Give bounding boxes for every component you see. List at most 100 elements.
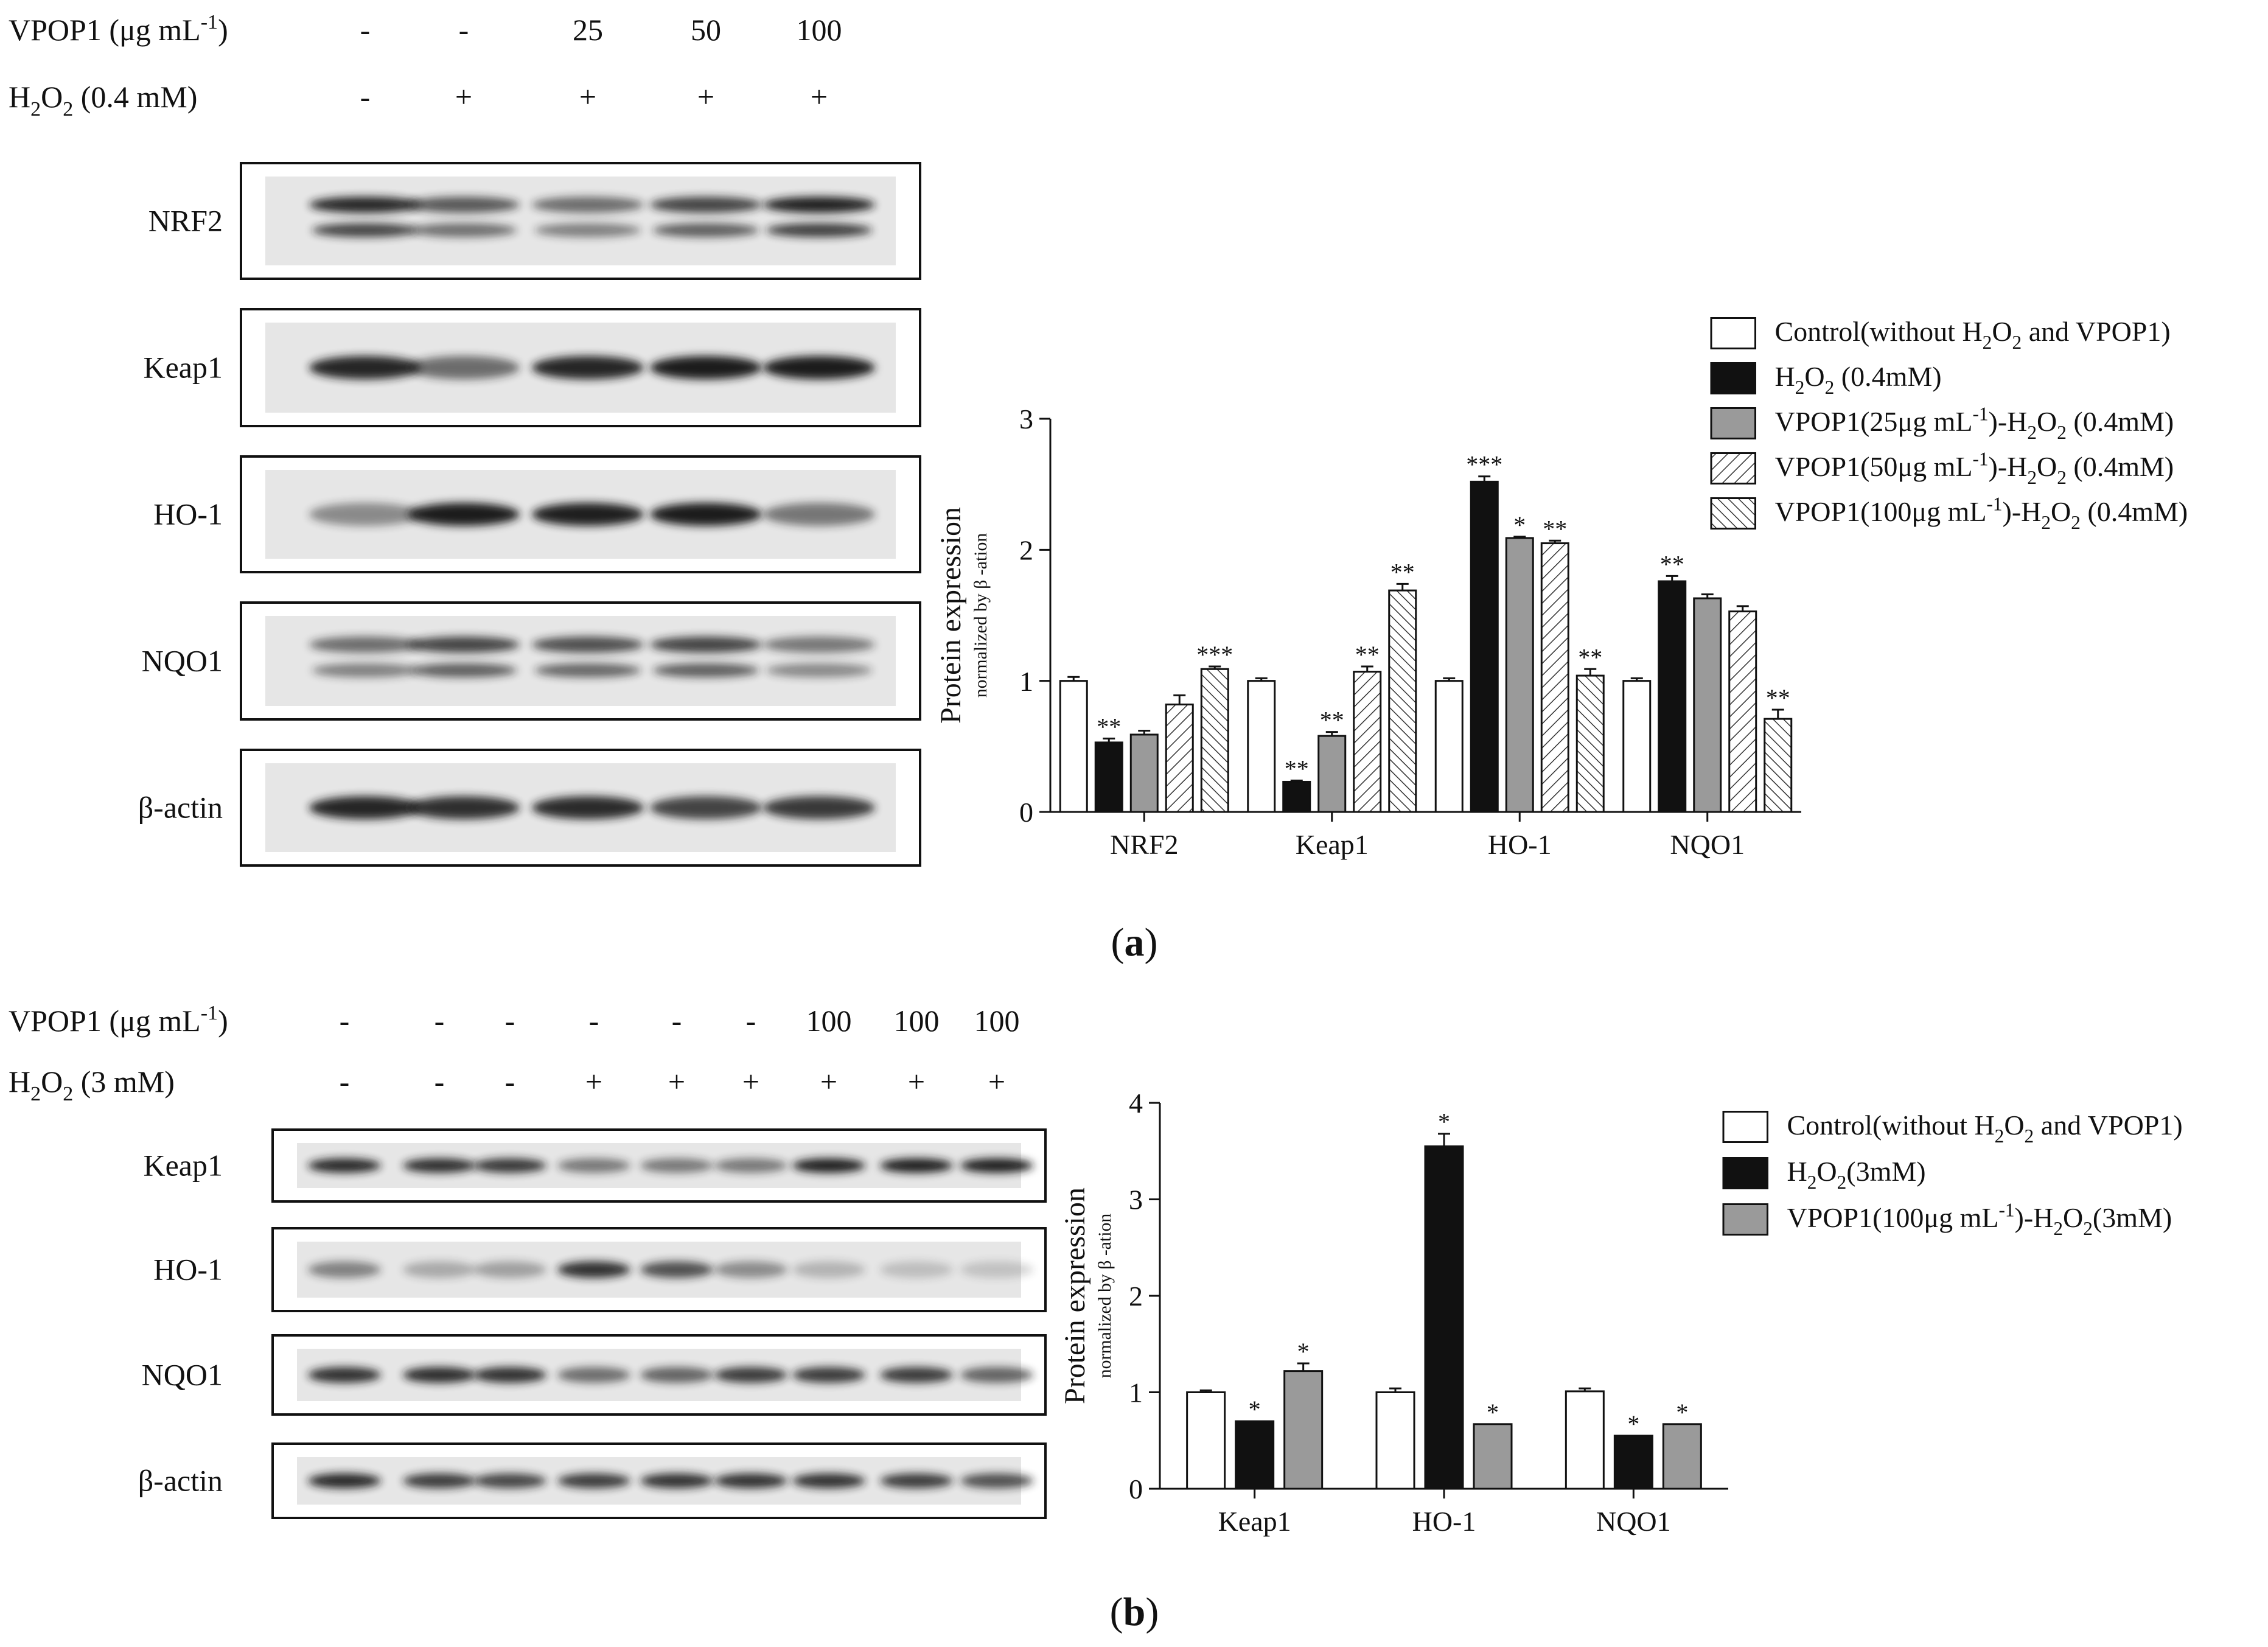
blot-membrane: [265, 177, 896, 265]
x-tick-label: Keap1: [1296, 829, 1369, 860]
significance-label: **: [1543, 515, 1567, 542]
h2o2-dose-value: +: [668, 1065, 685, 1099]
h2o2-dose-value: +: [908, 1065, 925, 1099]
blot-label: NRF2: [148, 204, 223, 238]
bar: [1662, 1423, 1702, 1490]
legend-swatch: [1710, 452, 1756, 484]
protein-band: [714, 1367, 787, 1383]
protein-band: [960, 1261, 1033, 1278]
h2o2-dose-value: +: [585, 1065, 602, 1099]
bar: [1622, 680, 1652, 813]
blot-label: Keap1: [144, 1149, 223, 1183]
protein-band: [408, 503, 520, 526]
vpop1-dose-label: VPOP1 (μg mL-1): [9, 11, 228, 47]
vpop1-dose-value: 50: [691, 13, 721, 47]
protein-band: [714, 1158, 787, 1173]
y-tick-label: 2: [1129, 1281, 1143, 1312]
blot-label: NQO1: [142, 1358, 223, 1392]
legend-swatch: [1722, 1111, 1768, 1143]
protein-band: [309, 197, 421, 213]
legend-swatch: [1710, 317, 1756, 349]
legend-swatch: [1710, 497, 1756, 530]
panel-b: VPOP1 (μg mL-1)H2O2 (3 mM)- - - - - -100 100 10…: [9, 1002, 2183, 1634]
x-tick-label: NRF2: [1110, 829, 1178, 860]
protein-band: [403, 1261, 476, 1278]
protein-band: [532, 355, 644, 380]
protein-band: [408, 796, 520, 819]
protein-band: [473, 1473, 546, 1489]
protein-band: [532, 796, 644, 819]
significance-label: *: [1513, 511, 1526, 539]
y-tick-label: 3: [1129, 1184, 1143, 1215]
y-tick-label: 1: [1019, 666, 1033, 697]
h2o2-dose-label: H2O2 (0.4 mM): [9, 80, 197, 121]
blot-label: β-actin: [138, 791, 223, 825]
vpop1-dose-value: -: [340, 1004, 350, 1038]
protein-band: [640, 1158, 713, 1173]
protein-band: [403, 1158, 476, 1173]
protein-band: [308, 1158, 381, 1173]
legend-swatch: [1722, 1203, 1768, 1236]
bar: [1424, 1145, 1464, 1490]
bar: [1094, 741, 1123, 813]
protein-band: [763, 636, 875, 653]
h2o2-dose-value: +: [579, 80, 596, 114]
legend-label: VPOP1(25μg mL-1)-H2O2 (0.4mM): [1775, 404, 2174, 443]
protein-band: [309, 796, 421, 819]
protein-band: [652, 223, 759, 237]
bar: [1283, 1370, 1324, 1490]
protein-band: [473, 1367, 546, 1383]
protein-band: [960, 1367, 1033, 1383]
significance-label: **: [1097, 713, 1121, 740]
bar: [1353, 671, 1382, 813]
bar: [1434, 680, 1464, 813]
x-tick-label: NQO1: [1670, 829, 1745, 860]
h2o2-dose-value: +: [820, 1065, 837, 1099]
h2o2-dose-label: H2O2 (3 mM): [9, 1065, 175, 1105]
y-tick-label: 4: [1129, 1088, 1143, 1119]
blot-membrane: [265, 616, 896, 706]
protein-band: [309, 355, 421, 380]
legend-label: VPOP1(50μg mL-1)-H2O2 (0.4mM): [1775, 449, 2174, 488]
vpop1-dose-value: 100: [974, 1004, 1020, 1038]
legend-swatch: [1710, 362, 1756, 394]
significance-label: *: [1297, 1338, 1310, 1365]
panel-a: VPOP1 (μg mL-1) H2O2 (0.4 mM) - - 25 50 100 - + +…: [9, 11, 2188, 965]
protein-band: [532, 503, 644, 526]
significance-label: **: [1578, 643, 1602, 671]
protein-band: [960, 1473, 1033, 1489]
protein-band: [766, 223, 873, 237]
bar: [1658, 580, 1687, 813]
h2o2-dose-value: +: [697, 80, 714, 114]
significance-label: **: [1320, 707, 1344, 734]
protein-band: [309, 503, 421, 526]
h2o2-dose-value: -: [360, 80, 371, 114]
protein-band: [880, 1367, 953, 1383]
protein-band: [650, 355, 762, 380]
protein-band: [650, 636, 762, 653]
h2o2-dose-value: +: [742, 1065, 759, 1099]
protein-band: [880, 1158, 953, 1173]
protein-band: [763, 503, 875, 526]
protein-band: [792, 1158, 865, 1173]
legend-label: VPOP1(100μg mL-1)-H2O2(3mM): [1787, 1200, 2172, 1239]
significance-label: *: [1627, 1410, 1639, 1438]
bar: [1575, 674, 1605, 813]
legend-swatch: [1710, 407, 1756, 439]
protein-band: [763, 796, 875, 819]
legend-label: Control(without H2O2 and VPOP1): [1787, 1110, 2183, 1147]
significance-label: *: [1438, 1108, 1450, 1136]
h2o2-dose-value: -: [434, 1065, 445, 1099]
protein-band: [410, 223, 517, 237]
bar: [1693, 597, 1722, 813]
protein-band: [880, 1473, 953, 1489]
protein-band: [532, 197, 644, 213]
protein-band: [792, 1367, 865, 1383]
significance-label: *: [1676, 1399, 1688, 1426]
h2o2-dose-value: +: [988, 1065, 1005, 1099]
protein-band: [308, 1473, 381, 1489]
y-axis-label: Protein expression: [935, 507, 967, 724]
y-tick-label: 2: [1019, 534, 1033, 565]
protein-band: [557, 1367, 630, 1383]
